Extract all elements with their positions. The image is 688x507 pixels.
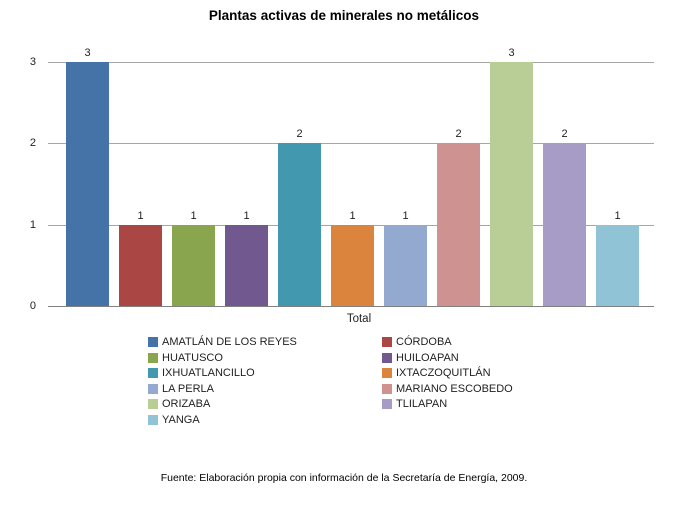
legend-label: TLILAPAN [396, 397, 448, 410]
y-tick-label: 2 [29, 137, 36, 149]
legend-swatch [382, 398, 392, 409]
legend-item: LA PERLA [148, 382, 214, 395]
y-tick-label: 3 [29, 56, 36, 68]
legend-item: HUILOAPAN [382, 351, 459, 364]
legend-item: AMATLÁN DE LOS REYES [148, 335, 297, 348]
legend-swatch [382, 352, 392, 363]
bar-ixhuatlancillo [278, 143, 321, 306]
legend-label: HUATUSCO [162, 351, 223, 364]
bar-value-label: 2 [455, 128, 462, 140]
chart-title: Plantas activas de minerales no metálico… [208, 8, 480, 23]
legend-item: YANGA [148, 413, 200, 426]
legend-label: CÓRDOBA [396, 335, 452, 348]
bar-value-label: 1 [349, 210, 356, 222]
x-axis-line [48, 306, 654, 307]
legend-label: IXHUATLANCILLO [162, 366, 255, 379]
legend-swatch [382, 383, 392, 394]
bar-ixtaczoquitl-n [331, 225, 374, 306]
bar-value-label: 2 [561, 128, 568, 140]
bar-value-label: 1 [243, 210, 250, 222]
bar-value-label: 1 [190, 210, 197, 222]
legend-label: ORIZABA [162, 397, 211, 410]
legend-item: IXHUATLANCILLO [148, 366, 255, 379]
bar-value-label: 3 [84, 47, 91, 59]
legend-label: LA PERLA [162, 382, 214, 395]
bar-value-label: 1 [137, 210, 144, 222]
legend-item: CÓRDOBA [382, 335, 452, 348]
bar-mariano-escobedo [437, 143, 480, 306]
legend-label: AMATLÁN DE LOS REYES [162, 335, 297, 348]
legend-item: MARIANO ESCOBEDO [382, 382, 513, 395]
legend-label: HUILOAPAN [396, 351, 459, 364]
bar-yanga [596, 225, 639, 306]
y-tick-label: 0 [29, 300, 36, 312]
legend-swatch [148, 352, 158, 363]
legend-label: YANGA [162, 413, 200, 426]
bar-orizaba [490, 62, 533, 306]
bar-huatusco [172, 225, 215, 306]
bar-value-label: 1 [402, 210, 409, 222]
legend-item: HUATUSCO [148, 351, 223, 364]
legend-item: TLILAPAN [382, 397, 447, 410]
legend-label: MARIANO ESCOBEDO [396, 382, 513, 395]
gridline [48, 143, 654, 144]
bar-c-rdoba [119, 225, 162, 306]
bar-la-perla [384, 225, 427, 306]
bar-tlilapan [543, 143, 586, 306]
legend-label: IXTACZOQUITLÁN [396, 366, 491, 379]
y-tick-label: 1 [29, 219, 36, 231]
legend-swatch [148, 367, 158, 378]
source-note: Fuente: Elaboración propia con informaci… [160, 472, 528, 484]
bar-value-label: 2 [296, 128, 303, 140]
legend-item: IXTACZOQUITLÁN [382, 366, 491, 379]
gridline [48, 62, 654, 63]
bar-amatl-n-de-los-reyes [66, 62, 109, 306]
legend-swatch [148, 336, 158, 347]
bar-huiloapan [225, 225, 268, 306]
legend-swatch [382, 336, 392, 347]
legend-swatch [148, 398, 158, 409]
legend-swatch [148, 414, 158, 425]
bar-value-label: 3 [508, 47, 515, 59]
x-axis-label: Total [346, 313, 372, 325]
bar-value-label: 1 [614, 210, 621, 222]
legend-swatch [382, 367, 392, 378]
legend-item: ORIZABA [148, 397, 210, 410]
legend-swatch [148, 383, 158, 394]
